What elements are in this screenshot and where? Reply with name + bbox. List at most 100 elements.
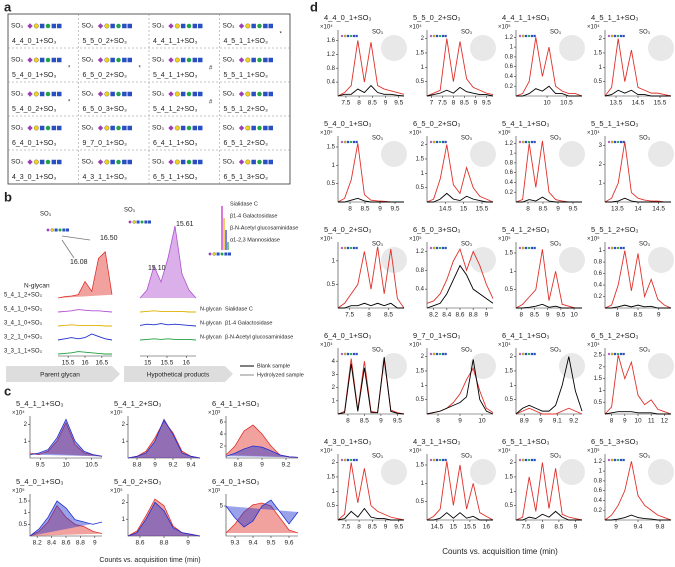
glycan-label: N-glycan bbox=[24, 283, 50, 290]
line-series bbox=[604, 141, 671, 203]
glycan-icon bbox=[346, 352, 350, 356]
glycan-icon bbox=[198, 159, 203, 165]
y-tick-label: 0.6 bbox=[594, 271, 603, 277]
glycan-icon bbox=[613, 458, 617, 462]
x-tick-label: 9.5 bbox=[266, 540, 275, 547]
peak-label: 15.10 bbox=[148, 265, 166, 272]
x-tick-label: 9 bbox=[474, 100, 478, 107]
y-tick-label: 1.5 bbox=[327, 145, 336, 151]
glycan-icon bbox=[352, 140, 356, 144]
x-tick-label: 8 bbox=[541, 524, 545, 531]
x-tick-label: 9.3 bbox=[230, 540, 239, 547]
chart-title: 6_5_1_1+SO₃ bbox=[502, 437, 549, 446]
y-tick-label: 1 bbox=[510, 383, 514, 389]
sulfate-label: SO₃ bbox=[152, 91, 164, 98]
cell-marker: * bbox=[139, 66, 142, 72]
trace-enzyme: β-N-Acetyl glucosaminidase bbox=[225, 334, 293, 340]
y-exponent: ×10⁴ bbox=[498, 448, 511, 455]
x-tick-label: 14.5 bbox=[439, 206, 452, 213]
glycan-icon bbox=[257, 23, 262, 29]
y-tick-label: 1 bbox=[332, 489, 336, 495]
y-exponent: ×10⁵ bbox=[12, 488, 25, 495]
y-tick-label: 0.8 bbox=[505, 54, 514, 60]
glycan-icon bbox=[622, 246, 625, 250]
glycan-label: 6_5_1_3+SO₃ bbox=[224, 174, 268, 181]
glycan-icon bbox=[613, 352, 617, 356]
glycan-icon bbox=[343, 458, 347, 462]
x-tick-label: 9 bbox=[614, 524, 618, 531]
y-tick-label: 6 bbox=[220, 420, 224, 426]
y-tick-label: 0.5 bbox=[416, 185, 425, 191]
x-tick-label: 9.5 bbox=[568, 206, 577, 213]
y-tick-label: 2.5 bbox=[594, 353, 603, 359]
glycan-icon bbox=[57, 91, 62, 97]
sulfate-label: SO₃ bbox=[461, 348, 473, 354]
line-series bbox=[515, 462, 583, 521]
x-tick-label: 8 bbox=[610, 418, 614, 425]
x-tick-label: 15.5 bbox=[464, 524, 477, 531]
y-tick-label: 1 bbox=[599, 181, 603, 187]
glycan-icon bbox=[619, 246, 623, 250]
glycan-icon bbox=[257, 125, 262, 131]
glycan-icon bbox=[622, 352, 625, 356]
y-exponent: ×10⁵ bbox=[110, 488, 123, 495]
glycan-icon bbox=[174, 159, 180, 165]
glycan-icon bbox=[168, 91, 174, 97]
x-tick-label: 9.1 bbox=[553, 418, 562, 425]
glycan-icon bbox=[435, 352, 439, 356]
x-tick-label: 9.4 bbox=[633, 524, 642, 531]
y-exponent: ×10⁴ bbox=[320, 342, 333, 349]
sulfate-label: SO₃ bbox=[372, 136, 384, 142]
sulfate-label: SO₃ bbox=[223, 57, 235, 64]
glycan-icon bbox=[521, 458, 525, 462]
x-tick-label: 10.5 bbox=[85, 462, 98, 469]
sulfate-label: SO₃ bbox=[639, 30, 651, 36]
line-series bbox=[515, 249, 582, 309]
inset-bg bbox=[381, 247, 407, 273]
x-tick-label: 8.5 bbox=[633, 312, 642, 319]
glycan-icon bbox=[46, 228, 50, 232]
line-series bbox=[337, 357, 405, 415]
glycan-icon bbox=[257, 57, 262, 63]
glycan-icon bbox=[438, 246, 442, 250]
y-tick-label: 0.2 bbox=[505, 190, 514, 196]
enzyme-label: β-N-Acetyl glucosaminidase bbox=[230, 225, 298, 231]
glycan-icon bbox=[97, 159, 104, 165]
y-tick-label: 0.6 bbox=[505, 170, 514, 176]
glycan-icon bbox=[212, 252, 216, 256]
glycan-label: 5_5_0_2+SO₃ bbox=[83, 38, 127, 45]
y-tick-label: 2 bbox=[122, 422, 126, 428]
glycan-icon bbox=[245, 23, 251, 29]
cell-marker: * bbox=[68, 66, 71, 72]
x-tick-label: 16.5 bbox=[96, 360, 109, 367]
glycan-icon bbox=[435, 34, 439, 38]
glycan-icon bbox=[340, 246, 344, 250]
glycan-label: 6_4_0_1+SO₃ bbox=[12, 140, 56, 147]
glycan-icon bbox=[97, 91, 104, 97]
glycan-icon bbox=[438, 352, 442, 356]
glycan-icon bbox=[349, 458, 353, 462]
glycan-icon bbox=[127, 57, 132, 63]
inset-bg bbox=[381, 353, 407, 379]
glycan-icon bbox=[198, 125, 203, 131]
x-tick-label: 8.5 bbox=[554, 524, 563, 531]
y-tick-label: 1.2 bbox=[594, 459, 603, 465]
x-tick-label: 16 bbox=[483, 524, 491, 531]
y-tick-label: 0.8 bbox=[505, 160, 514, 166]
glycan-icon bbox=[352, 352, 356, 356]
x-tick-label: 9.5 bbox=[390, 206, 399, 213]
x-tick-label: 10 bbox=[478, 418, 486, 425]
chart-title: 4_3_1_1+SO₃ bbox=[413, 437, 460, 446]
sulfate-label: SO₃ bbox=[461, 30, 473, 36]
y-exponent: ×10⁴ bbox=[320, 236, 333, 243]
trace-label: 5_4_1_0+SO₃ bbox=[4, 307, 43, 313]
glycan-icon bbox=[521, 352, 525, 356]
glycan-label: 5_5_1_1+SO₃ bbox=[224, 72, 268, 79]
y-tick-label: 0.5 bbox=[416, 499, 425, 505]
glycan-icon bbox=[533, 246, 536, 250]
glycan-icon bbox=[110, 23, 115, 29]
x-tick-label: 8 bbox=[436, 418, 440, 425]
glycan-label: 6_4_1_1+SO₃ bbox=[153, 140, 197, 147]
glycan-icon bbox=[533, 458, 536, 462]
glycan-icon bbox=[521, 246, 525, 250]
